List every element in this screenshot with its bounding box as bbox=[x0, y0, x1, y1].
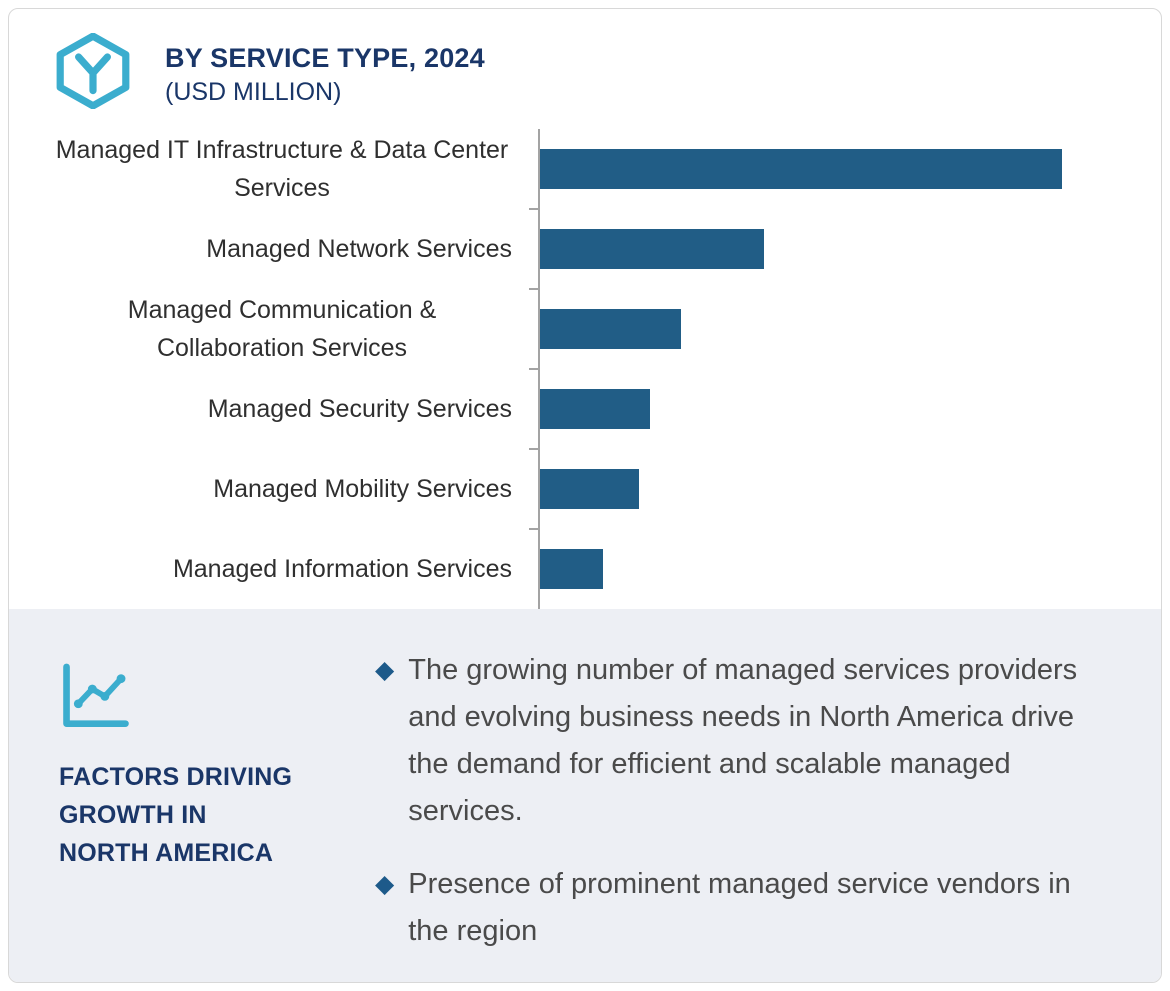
chart-row: Managed Network Services bbox=[9, 208, 1161, 289]
bar-cell bbox=[529, 208, 1161, 289]
chart-row: Managed Communication & Collaboration Se… bbox=[9, 288, 1161, 369]
bar bbox=[540, 229, 765, 269]
bar-label: Managed Communication & Collaboration Se… bbox=[127, 296, 437, 362]
bullet-text: The growing number of managed services p… bbox=[408, 654, 1078, 827]
hexagon-y-icon bbox=[53, 33, 133, 109]
bar-label: Managed Information Services bbox=[172, 555, 512, 583]
bullet-item: ◆ The growing number of managed services… bbox=[375, 647, 1115, 835]
bar-label: Managed Mobility Services bbox=[213, 475, 512, 503]
bar-cell bbox=[529, 288, 1161, 369]
chart-title: BY SERVICE TYPE, 2024 bbox=[165, 43, 485, 73]
diamond-bullet-icon: ◆ bbox=[375, 870, 395, 898]
bar-label: Managed IT Infrastructure & Data Center … bbox=[55, 136, 509, 202]
diamond-bullet-icon: ◆ bbox=[375, 656, 395, 684]
chart-row: Managed Information Services bbox=[9, 528, 1161, 609]
factors-panel: FACTORS DRIVING GROWTH IN NORTH AMERICA … bbox=[9, 609, 1161, 982]
factors-heading: FACTORS DRIVING GROWTH IN NORTH AMERICA bbox=[59, 758, 341, 872]
bullet-item: ◆ Presence of prominent managed service … bbox=[375, 861, 1115, 955]
bar-chart: Managed IT Infrastructure & Data Center … bbox=[9, 129, 1161, 609]
chart-row: Managed IT Infrastructure & Data Center … bbox=[9, 129, 1161, 209]
factors-heading-line: NORTH AMERICA bbox=[59, 839, 274, 867]
bar-cell bbox=[529, 448, 1161, 529]
bar-label-cell: Managed Communication & Collaboration Se… bbox=[9, 291, 538, 367]
bar-cell bbox=[538, 129, 1161, 209]
infographic-card: BY SERVICE TYPE, 2024 (USD MILLION) Mana… bbox=[8, 8, 1162, 983]
bullet-text: Presence of prominent managed service ve… bbox=[408, 868, 1071, 947]
factors-heading-line: GROWTH IN bbox=[59, 801, 207, 829]
bar-label-cell: Managed IT Infrastructure & Data Center … bbox=[9, 131, 538, 207]
chart-row: Managed Security Services bbox=[9, 368, 1161, 449]
bar-cell bbox=[529, 528, 1161, 609]
bar bbox=[540, 469, 640, 509]
chart-section: BY SERVICE TYPE, 2024 (USD MILLION) Mana… bbox=[9, 9, 1161, 609]
bar-label: Managed Security Services bbox=[207, 395, 512, 423]
chart-row: Managed Mobility Services bbox=[9, 448, 1161, 529]
bar-label-cell: Managed Information Services bbox=[9, 550, 538, 588]
bar bbox=[540, 149, 1062, 189]
bar-label-cell: Managed Security Services bbox=[9, 390, 538, 428]
bar bbox=[540, 309, 681, 349]
factors-bullets: ◆ The growing number of managed services… bbox=[375, 647, 1115, 981]
factors-heading-line: FACTORS DRIVING bbox=[59, 763, 293, 791]
chart-header: BY SERVICE TYPE, 2024 (USD MILLION) bbox=[53, 33, 1161, 121]
factors-left: FACTORS DRIVING GROWTH IN NORTH AMERICA bbox=[59, 647, 341, 981]
bar bbox=[540, 389, 650, 429]
line-chart-icon bbox=[59, 661, 341, 736]
bar bbox=[540, 549, 603, 589]
bar-label-cell: Managed Mobility Services bbox=[9, 470, 538, 508]
chart-titles: BY SERVICE TYPE, 2024 (USD MILLION) bbox=[165, 33, 485, 109]
chart-subtitle: (USD MILLION) bbox=[165, 78, 342, 107]
bar-label: Managed Network Services bbox=[206, 235, 512, 263]
bar-cell bbox=[529, 368, 1161, 449]
bar-label-cell: Managed Network Services bbox=[9, 230, 538, 268]
